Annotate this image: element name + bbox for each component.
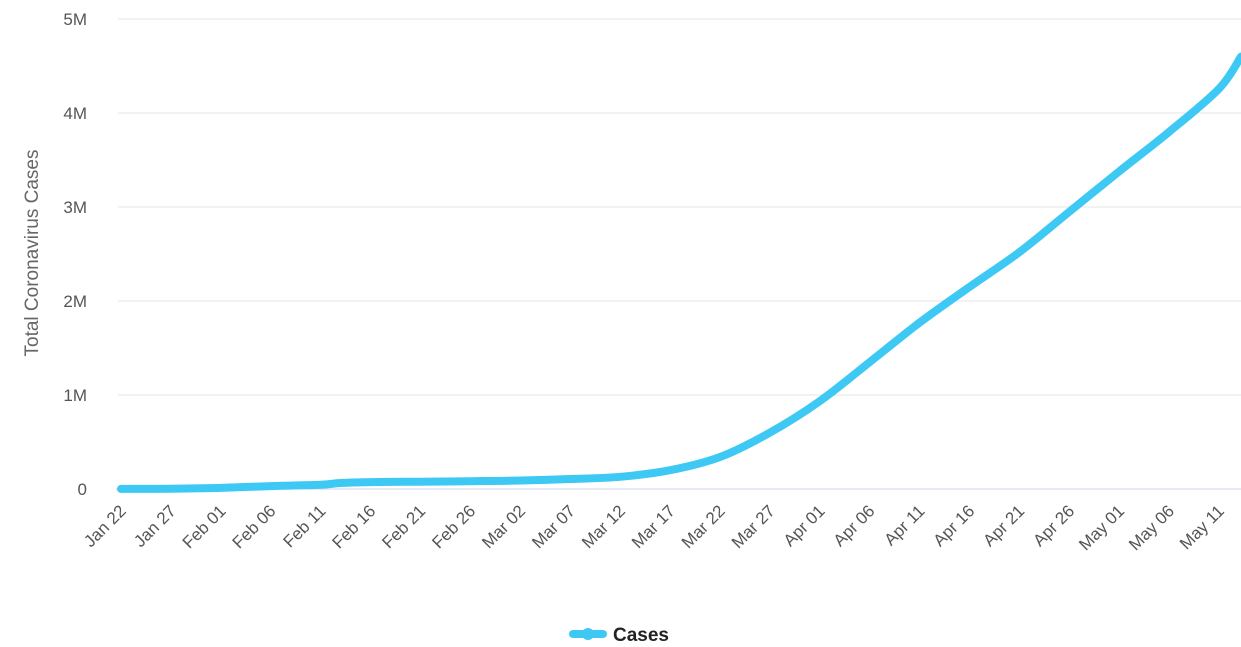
series-group bbox=[117, 52, 1241, 493]
x-tick-label: May 01 bbox=[1075, 501, 1128, 554]
legend[interactable]: Cases bbox=[569, 625, 669, 646]
x-tick-label: Feb 21 bbox=[378, 501, 429, 552]
y-tick-label: 3M bbox=[63, 198, 87, 217]
data-point[interactable] bbox=[219, 486, 223, 490]
y-tick-label: 0 bbox=[78, 480, 87, 499]
data-point[interactable] bbox=[1117, 169, 1121, 173]
x-tick-label: Apr 16 bbox=[930, 501, 979, 550]
legend-item-cases[interactable]: Cases bbox=[569, 625, 669, 646]
x-tick-label: Apr 26 bbox=[1029, 501, 1078, 550]
data-point[interactable] bbox=[868, 360, 872, 364]
y-tick-label: 4M bbox=[63, 104, 87, 123]
x-tick-label: May 11 bbox=[1176, 501, 1228, 553]
x-tick-label: Apr 01 bbox=[780, 501, 829, 550]
data-point[interactable] bbox=[319, 483, 323, 487]
x-tick-label: Mar 07 bbox=[528, 501, 579, 552]
data-point[interactable] bbox=[918, 321, 922, 325]
y-tick-label: 2M bbox=[63, 292, 87, 311]
data-point[interactable] bbox=[1167, 130, 1171, 134]
x-tick-label: Feb 11 bbox=[280, 501, 330, 551]
x-tick-label: Apr 11 bbox=[881, 501, 929, 549]
x-tick-label: Jan 22 bbox=[80, 501, 130, 551]
data-point[interactable] bbox=[668, 468, 672, 472]
gridlines bbox=[118, 18, 1241, 396]
data-point[interactable] bbox=[169, 487, 173, 491]
x-tick-label: May 06 bbox=[1125, 501, 1178, 554]
data-point[interactable] bbox=[339, 481, 343, 485]
y-axis-title: Total Coronavirus Cases bbox=[22, 150, 43, 357]
data-point[interactable] bbox=[768, 431, 772, 435]
x-tick-label: Mar 12 bbox=[578, 501, 629, 552]
data-point[interactable] bbox=[718, 455, 722, 459]
x-tick-label: Apr 06 bbox=[830, 501, 879, 550]
data-point[interactable] bbox=[468, 479, 472, 483]
data-point[interactable] bbox=[418, 480, 422, 484]
x-tick-label: Mar 17 bbox=[628, 501, 679, 552]
data-point[interactable] bbox=[1067, 210, 1071, 214]
data-point[interactable] bbox=[1017, 250, 1021, 254]
x-axis-ticks: Jan 22 Jan 27 Feb 01 Feb 06 Feb 11 Feb 16 Feb … bbox=[80, 501, 1228, 554]
x-tick-label: Feb 26 bbox=[428, 501, 479, 552]
x-tick-label: Mar 27 bbox=[728, 501, 779, 552]
data-point[interactable] bbox=[818, 399, 822, 403]
y-axis-ticks: 0 1M 2M 3M 4M 5M bbox=[63, 10, 87, 499]
x-tick-label: Apr 21 bbox=[979, 501, 1028, 550]
x-tick-label: Jan 27 bbox=[130, 501, 180, 551]
x-tick-label: Feb 06 bbox=[229, 501, 280, 552]
data-point[interactable] bbox=[269, 484, 273, 488]
x-tick-label: Mar 22 bbox=[678, 501, 729, 552]
x-tick-label: Mar 02 bbox=[478, 501, 529, 552]
data-point[interactable] bbox=[518, 479, 522, 483]
data-point[interactable] bbox=[1217, 87, 1221, 91]
legend-label-cases: Cases bbox=[613, 625, 669, 646]
data-point[interactable] bbox=[369, 480, 373, 484]
x-tick-label: Feb 01 bbox=[179, 501, 230, 552]
series-line-cases[interactable] bbox=[117, 52, 1241, 493]
legend-symbol-marker bbox=[582, 628, 594, 640]
y-tick-label: 1M bbox=[63, 386, 87, 405]
x-tick-label: Feb 16 bbox=[329, 501, 380, 552]
y-tick-label: 5M bbox=[63, 10, 87, 29]
data-point[interactable] bbox=[119, 487, 123, 491]
data-point[interactable] bbox=[618, 475, 622, 479]
data-point[interactable] bbox=[968, 285, 972, 289]
data-point[interactable] bbox=[568, 477, 572, 481]
